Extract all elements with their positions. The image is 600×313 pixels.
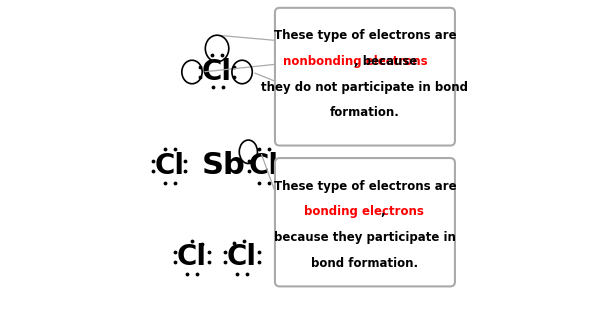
Text: Cl: Cl: [177, 243, 207, 271]
Text: , because: , because: [353, 55, 417, 68]
Text: These type of electrons are: These type of electrons are: [274, 180, 456, 193]
Text: Cl: Cl: [202, 58, 232, 86]
Text: Cl: Cl: [155, 152, 185, 180]
Text: formation.: formation.: [330, 106, 400, 120]
Text: bond formation.: bond formation.: [311, 257, 419, 270]
Text: Sb: Sb: [202, 151, 245, 180]
Text: These type of electrons are: These type of electrons are: [274, 29, 456, 43]
Text: they do not participate in bond: they do not participate in bond: [262, 81, 469, 94]
Text: ,: ,: [380, 205, 385, 218]
Text: because they participate in: because they participate in: [274, 231, 456, 244]
Text: nonbonding electrons: nonbonding electrons: [283, 55, 428, 68]
Text: Cl: Cl: [249, 152, 279, 180]
FancyBboxPatch shape: [275, 8, 455, 146]
Text: Cl: Cl: [227, 243, 257, 271]
Text: bonding electrons: bonding electrons: [304, 205, 424, 218]
FancyBboxPatch shape: [275, 158, 455, 286]
